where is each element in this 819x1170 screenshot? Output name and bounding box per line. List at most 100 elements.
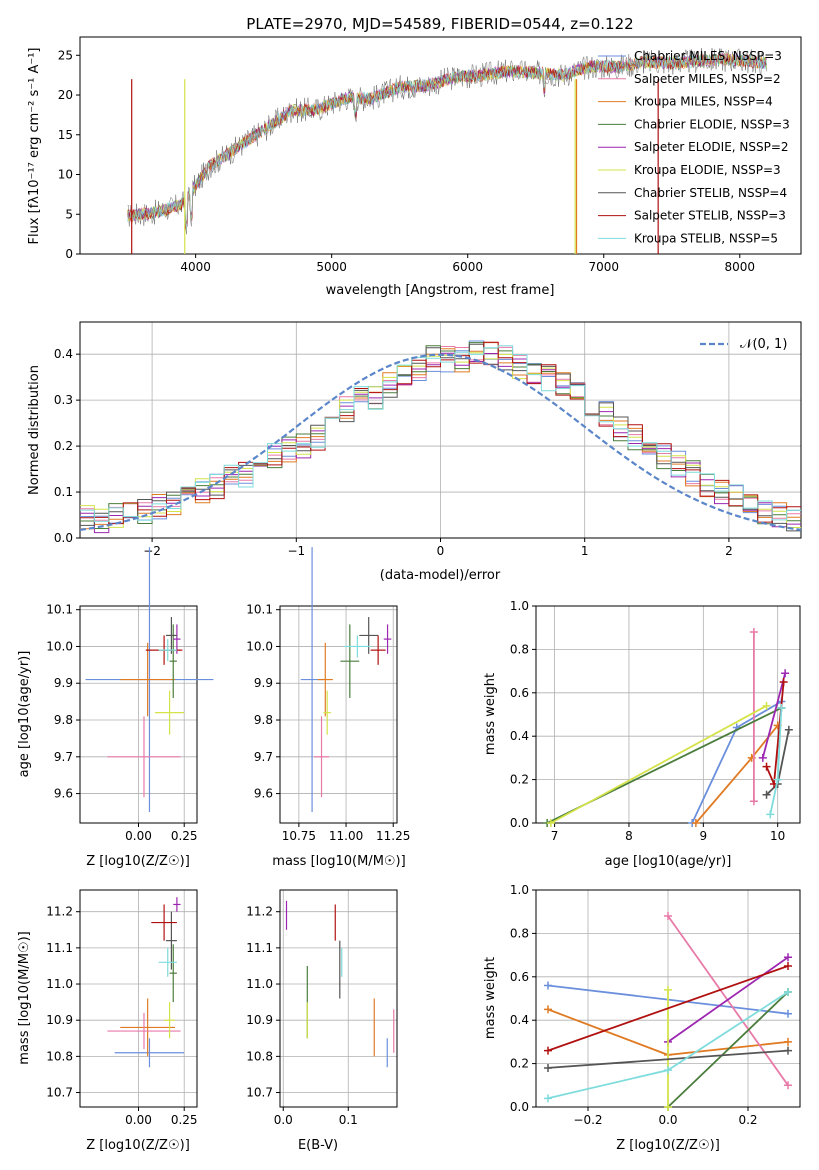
y-tick-label: 20 [58, 88, 73, 102]
y-tick-label: 11.1 [246, 941, 273, 955]
series-line [695, 724, 779, 824]
mass-weight-vs-z-ylabel: mass weight [483, 957, 498, 1039]
x-tick-label: 10.75 [282, 829, 316, 843]
age-vs-mass-xlabel: mass [log10(M/M☉)] [272, 854, 405, 869]
mass-vs-z-xlabel: Z [log10(Z/Z☉)] [86, 1138, 190, 1153]
x-tick-label: 0.00 [125, 829, 152, 843]
plus-marker [784, 1037, 792, 1046]
spectrum-line [127, 54, 767, 229]
mass-weight-vs-z-axes: −0.2 0.0 0.2 0.0 0.2 0.4 0.6 0.8 1.0 [510, 883, 801, 1127]
x-tick-label: 7000 [588, 260, 619, 274]
residual-legend: 𝒩(0, 1) [700, 337, 787, 352]
legend-label: Salpeter STELIB, NSSP=3 [634, 209, 786, 223]
plus-marker [762, 790, 771, 799]
plus-marker [784, 725, 793, 734]
x-tick-label: 0.25 [171, 1113, 198, 1127]
y-tick-label: 0.2 [54, 439, 73, 453]
x-tick-label: −1 [287, 544, 305, 558]
x-tick-label: −0.2 [573, 1113, 602, 1127]
spectrum-legend: Chabrier MILES, NSSP=3 Salpeter MILES, NS… [598, 49, 790, 245]
y-tick-label: 10.8 [46, 1049, 73, 1063]
mass-weight-vs-age-axes: 7 8 9 10 0.0 0.2 0.4 0.6 0.8 1.0 [510, 599, 801, 843]
y-tick-label: 0.0 [510, 816, 529, 830]
plus-marker [664, 1066, 672, 1075]
x-tick-label: 1 [581, 544, 589, 558]
y-tick-label: 0.3 [54, 393, 73, 407]
y-tick-label: 10.9 [246, 1013, 273, 1027]
plus-marker [777, 703, 786, 712]
plus-marker [784, 961, 792, 970]
x-tick-label: 0.0 [658, 1113, 677, 1127]
axes-frame [279, 605, 398, 824]
plus-marker [758, 753, 767, 762]
y-tick-label: 0.2 [510, 773, 529, 787]
plus-marker [784, 1009, 792, 1018]
series-line [550, 705, 767, 824]
plus-marker [762, 701, 771, 710]
y-tick-label: 0.0 [510, 1100, 529, 1114]
y-tick-label: 25 [58, 48, 73, 62]
spectrum-ylabel: Flux [fλ10⁻¹⁷ erg cm⁻² s⁻¹ A⁻¹] [27, 48, 42, 245]
age-vs-z-xlabel: Z [log10(Z/Z☉)] [86, 854, 190, 869]
plus-marker [784, 953, 792, 962]
plus-marker [784, 1081, 792, 1090]
legend-label: Salpeter MILES, NSSP=2 [634, 72, 781, 86]
age-vs-z-ylabel: age [log10(age/yr)] [17, 651, 32, 778]
plus-marker [749, 628, 758, 637]
axes-frame [535, 605, 801, 824]
y-tick-label: 0.6 [510, 686, 529, 700]
y-tick-label: 10.1 [246, 603, 273, 617]
y-tick-label: 9.7 [254, 750, 273, 764]
legend-label: Kroupa STELIB, NSSP=5 [634, 231, 778, 245]
mass-weight-vs-age-ylabel: mass weight [483, 673, 498, 755]
plus-marker [544, 1063, 552, 1072]
x-tick-label: 0.1 [339, 1113, 358, 1127]
y-tick-label: 9.6 [254, 787, 273, 801]
x-tick-label: 4000 [180, 260, 211, 274]
y-tick-label: 9.8 [54, 713, 73, 727]
legend-label: Chabrier ELODIE, NSSP=3 [634, 117, 790, 131]
residual-legend-label: 𝒩(0, 1) [740, 337, 787, 352]
y-tick-label: 5 [65, 207, 73, 221]
residual-axes: −2 −1 0 1 2 0.0 0.1 0.2 0.3 0.4 [54, 321, 802, 558]
axes-frame [79, 321, 802, 539]
plus-marker [544, 981, 552, 990]
plus-marker [544, 1046, 552, 1055]
y-tick-label: 10.1 [46, 603, 73, 617]
y-tick-label: 9.9 [54, 676, 73, 690]
mass-weight-vs-age-xlabel: age [log10(age/yr)] [605, 854, 732, 869]
age-vs-mass-axes: 10.75 11.00 11.25 9.6 9.7 9.8 9.9 10.0 10.1 [246, 547, 410, 843]
spectrum-axes: 4000 5000 6000 7000 8000 0 5 10 15 20 25 [58, 36, 802, 274]
spectrum-title: PLATE=2970, MJD=54589, FIBERID=0544, z=0… [246, 15, 633, 33]
y-tick-label: 0.8 [510, 642, 529, 656]
y-tick-label: 15 [58, 128, 73, 142]
y-tick-label: 0.6 [510, 970, 529, 984]
x-tick-label: 0.2 [738, 1113, 757, 1127]
x-tick-label: 5000 [316, 260, 347, 274]
series-line [547, 965, 789, 1052]
x-tick-label: 11.25 [376, 829, 410, 843]
mass-weight-vs-z-xlabel: Z [log10(Z/Z☉)] [616, 1138, 720, 1153]
plus-marker [766, 810, 775, 819]
histogram-series [80, 343, 801, 532]
axes-frame [79, 605, 198, 824]
plus-marker [762, 762, 771, 771]
y-tick-label: 0.8 [510, 926, 529, 940]
axes-frame [79, 889, 198, 1108]
y-tick-label: 9.6 [54, 787, 73, 801]
y-tick-label: 10.7 [246, 1086, 273, 1100]
gaussian-curve [79, 353, 802, 531]
x-tick-label: 8000 [725, 260, 756, 274]
legend-label: Kroupa MILES, NSSP=4 [634, 95, 773, 109]
plus-marker [664, 1103, 672, 1111]
spectrum-line [127, 53, 767, 229]
y-tick-label: 10.8 [246, 1049, 273, 1063]
y-tick-label: 0.4 [510, 1013, 529, 1027]
x-tick-label: 8 [625, 829, 633, 843]
plus-marker [691, 819, 700, 827]
histogram-series [80, 345, 801, 522]
y-tick-label: 1.0 [510, 883, 529, 897]
histogram-series [80, 341, 801, 525]
plus-marker [781, 669, 790, 678]
y-tick-label: 11.2 [46, 905, 73, 919]
